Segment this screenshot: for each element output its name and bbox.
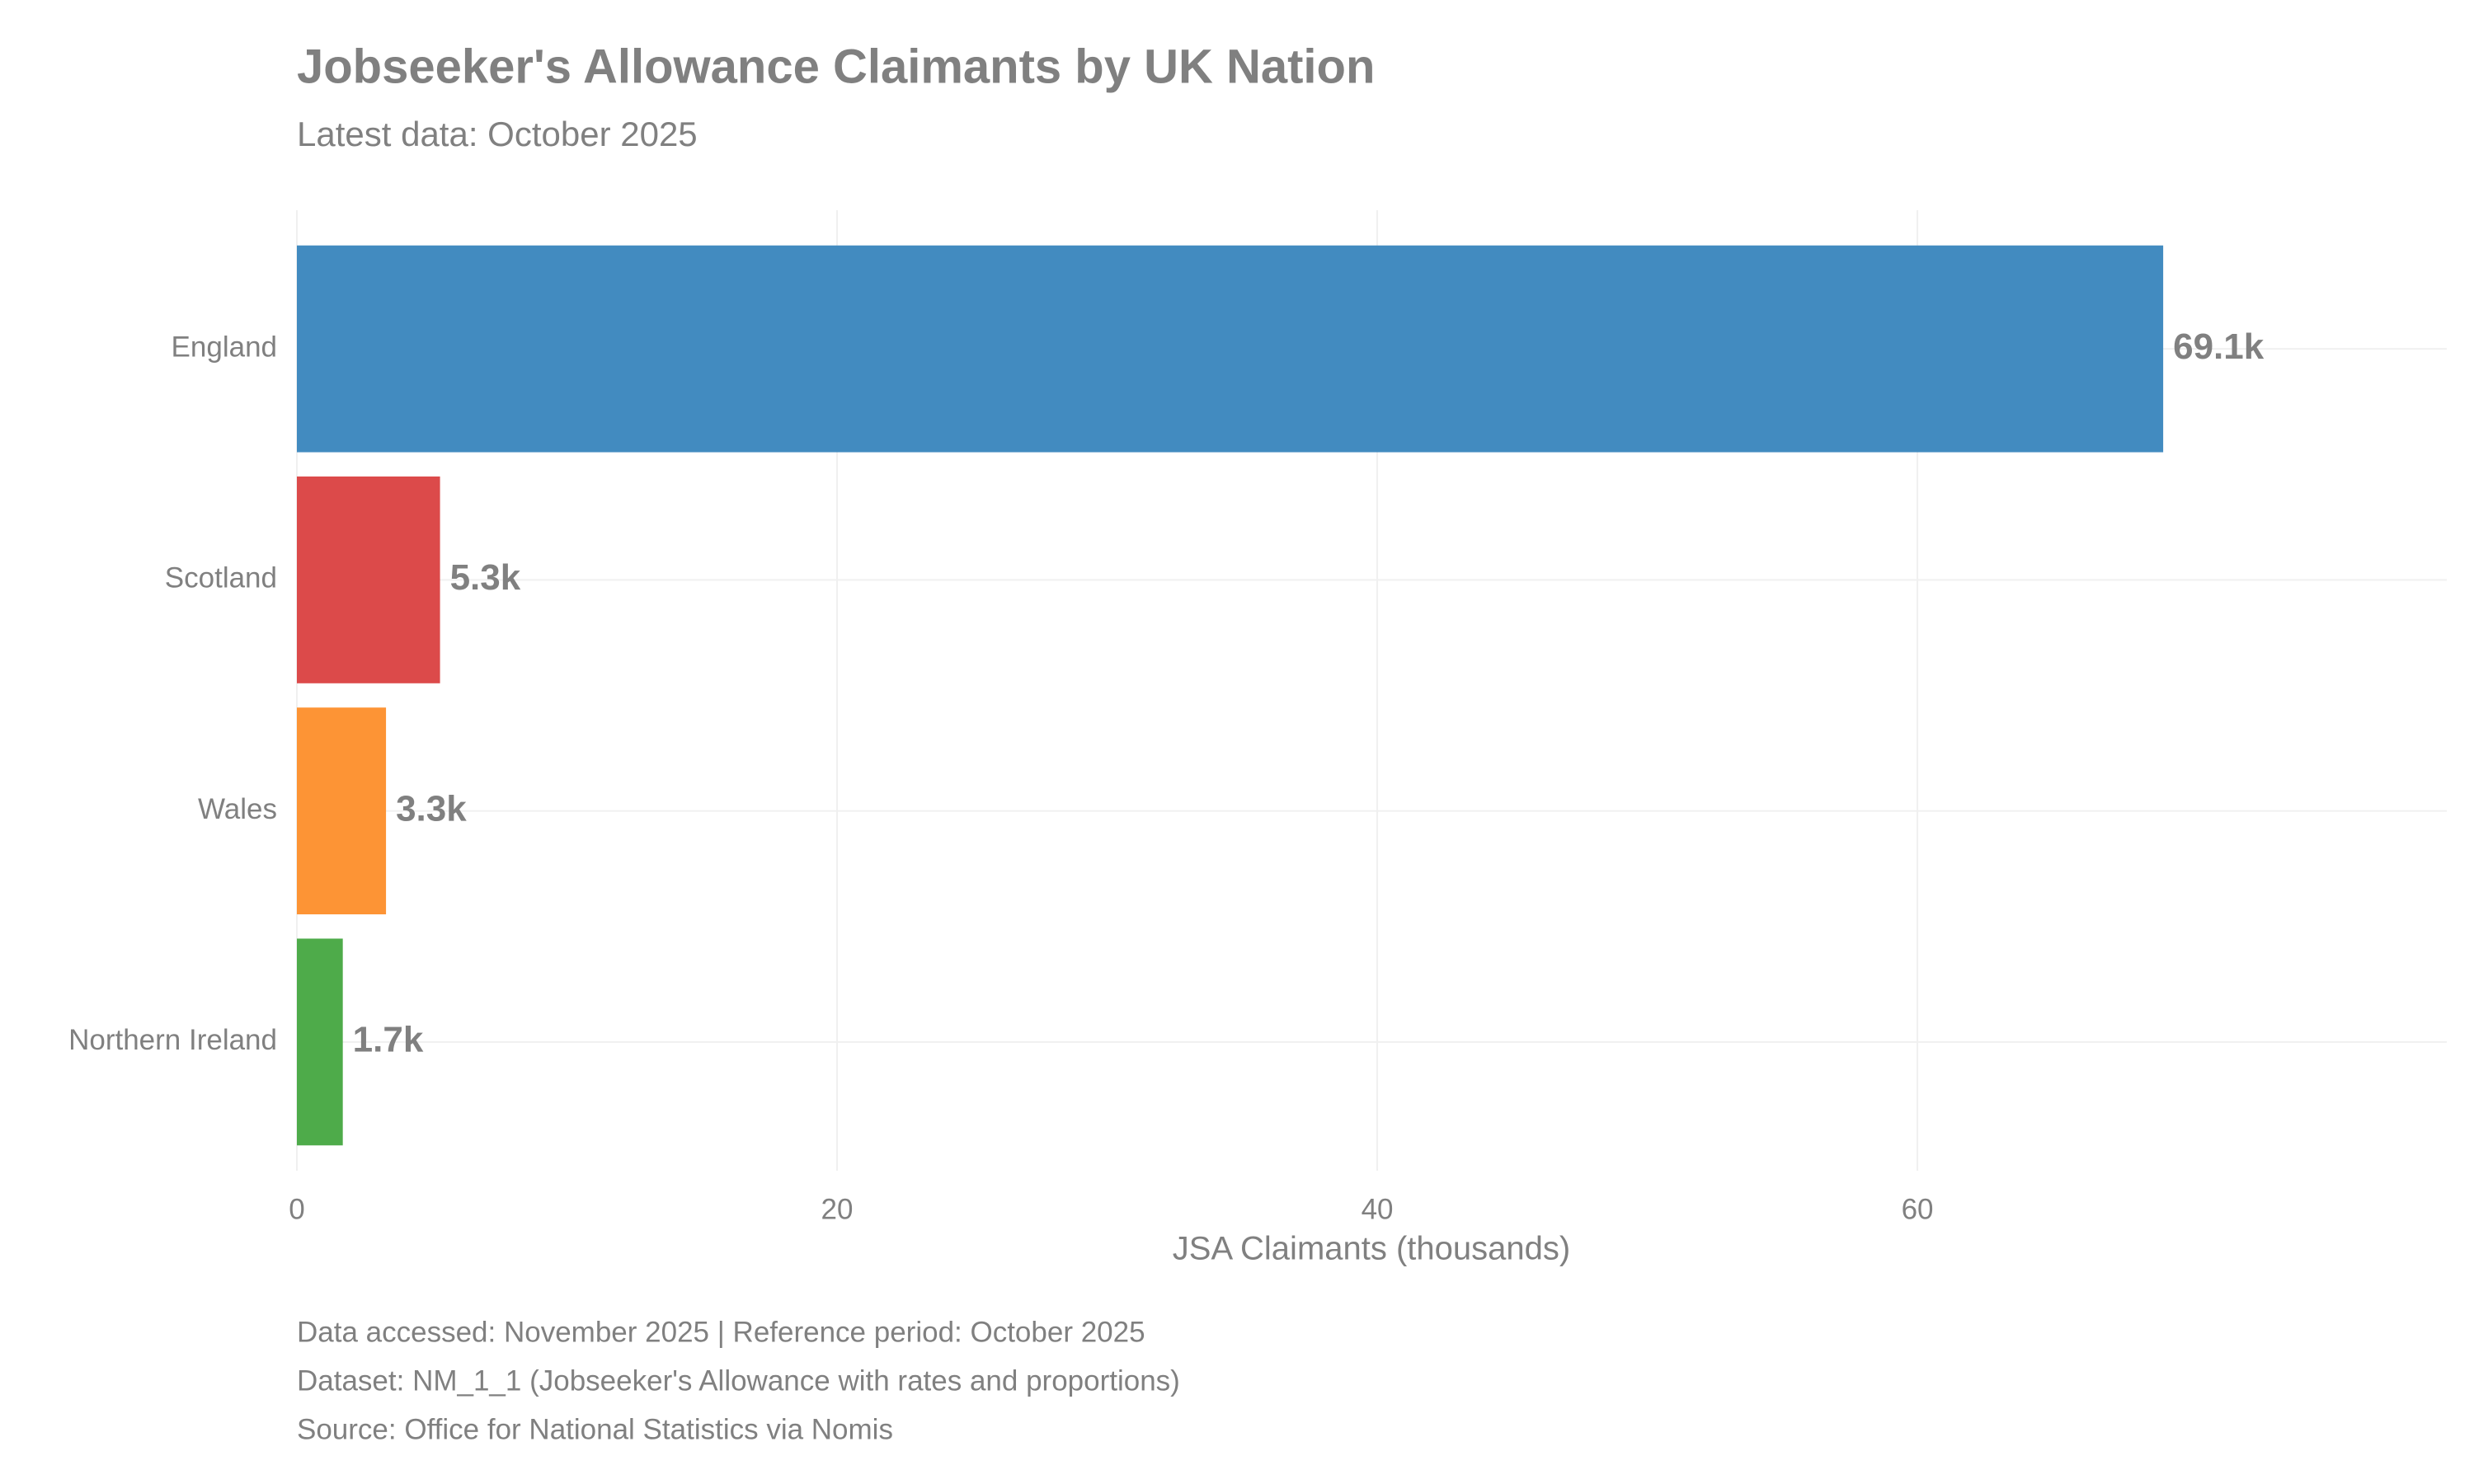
bar [297, 245, 2164, 453]
chart-subtitle: Latest data: October 2025 [297, 115, 698, 153]
bar [297, 707, 387, 915]
x-tick-label: 40 [1362, 1193, 1394, 1225]
y-tick-label: Northern Ireland [68, 1024, 277, 1056]
value-label: 5.3k [450, 557, 521, 598]
value-label: 1.7k [353, 1020, 424, 1060]
caption: Data accessed: November 2025 | Reference… [297, 1316, 1145, 1348]
x-tick-label: 0 [289, 1193, 304, 1225]
bar [297, 938, 343, 1146]
bar [297, 476, 440, 683]
y-tick-label: England [172, 331, 277, 363]
x-axis-label: JSA Claimants (thousands) [1173, 1231, 1570, 1267]
value-label: 69.1k [2173, 326, 2265, 367]
y-tick-label: Scotland [165, 562, 277, 594]
x-tick-label: 20 [821, 1193, 854, 1225]
caption: Source: Office for National Statistics v… [297, 1413, 893, 1445]
chart-title: Jobseeker's Allowance Claimants by UK Na… [297, 40, 1375, 93]
y-tick-label: Wales [198, 793, 277, 825]
value-label: 3.3k [396, 788, 467, 829]
caption: Dataset: NM_1_1 (Jobseeker's Allowance w… [297, 1364, 1180, 1397]
x-tick-label: 60 [1902, 1193, 1934, 1225]
